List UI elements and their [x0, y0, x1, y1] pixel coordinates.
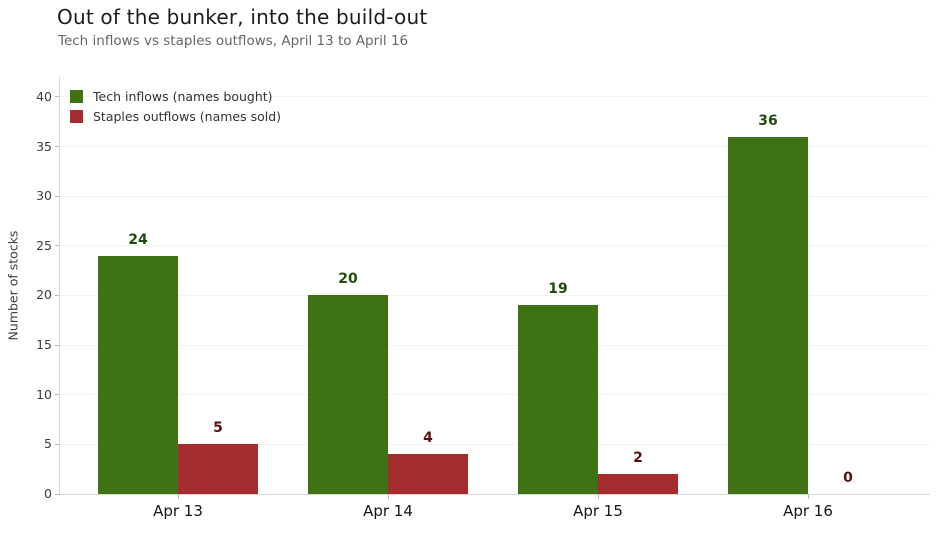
gridline	[60, 146, 930, 147]
gridline	[60, 294, 930, 296]
x-tick-mark	[808, 494, 809, 499]
legend: Tech inflows (names bought) Staples outf…	[70, 86, 281, 126]
y-tick-label: 10	[36, 386, 52, 402]
x-tick-label: Apr 15	[573, 502, 623, 520]
x-tick-mark	[178, 494, 179, 499]
x-tick-mark	[598, 494, 599, 499]
tech-inflows-bar	[98, 255, 178, 494]
y-tick-label: 0	[44, 486, 52, 501]
staples-outflows-bar	[178, 444, 258, 494]
chart-subtitle: Tech inflows vs staples outflows, April …	[58, 33, 409, 49]
bar-value-label: 36	[758, 112, 778, 129]
bar-value-label: 0	[843, 470, 853, 486]
y-tick-label: 5	[44, 436, 52, 452]
y-axis-title: Number of stocks	[5, 230, 21, 341]
y-tick-mark	[55, 195, 60, 197]
x-tick-label: Apr 13	[153, 502, 203, 520]
bar-value-label: 2	[633, 450, 643, 467]
y-tick-label: 30	[36, 188, 52, 204]
y-tick-mark	[55, 344, 60, 346]
y-tick-mark	[55, 294, 60, 296]
x-axis-line	[60, 494, 930, 495]
legend-label: Tech inflows (names bought)	[93, 88, 273, 104]
y-tick-mark	[55, 96, 60, 98]
legend-item-tech-inflows: Tech inflows (names bought)	[70, 86, 281, 106]
y-tick-label: 40	[36, 88, 52, 104]
bar-value-label: 24	[128, 231, 148, 248]
tech-inflows-bar	[518, 305, 598, 494]
y-axis-line	[59, 77, 60, 494]
staples-outflows-bar	[388, 454, 468, 494]
gridline	[60, 245, 930, 247]
legend-label: Staples outflows (names sold)	[93, 108, 282, 124]
gridline	[60, 344, 930, 346]
bar-value-label: 4	[423, 430, 433, 447]
y-tick-mark	[55, 146, 60, 147]
bar-value-label: 20	[338, 271, 358, 288]
gridline	[60, 394, 930, 396]
x-tick-label: Apr 14	[363, 502, 413, 520]
gridline	[60, 443, 930, 445]
staples-outflows-bar	[598, 474, 678, 494]
tech-inflows-bar	[728, 136, 808, 494]
tech-inflows-bar	[308, 295, 388, 494]
x-tick-mark	[388, 494, 389, 499]
y-tick-mark	[55, 493, 60, 495]
y-tick-mark	[55, 394, 60, 396]
tech-inflows-swatch-icon	[70, 89, 83, 103]
bar-value-label: 19	[548, 281, 568, 298]
legend-item-staples-outflows: Staples outflows (names sold)	[70, 106, 281, 126]
staples-outflows-swatch-icon	[70, 109, 83, 123]
chart-title: Out of the bunker, into the build-out	[57, 5, 428, 29]
bar-value-label: 5	[213, 420, 223, 437]
y-tick-label: 20	[36, 287, 52, 303]
gridline	[60, 96, 930, 98]
y-tick-label: 35	[36, 138, 52, 154]
gridline	[60, 195, 930, 197]
y-tick-label: 25	[36, 237, 52, 253]
x-tick-label: Apr 16	[783, 502, 833, 520]
y-tick-label: 15	[36, 337, 52, 353]
y-tick-mark	[55, 245, 60, 247]
y-tick-mark	[55, 443, 60, 445]
